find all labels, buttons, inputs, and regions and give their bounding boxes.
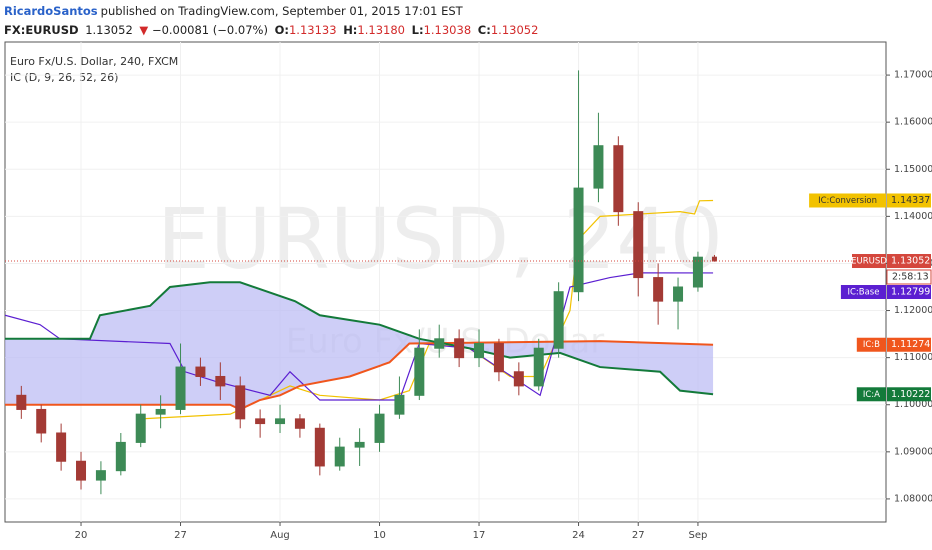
- ohlc-value: 1.13180: [357, 23, 405, 37]
- tag-value-box: [887, 285, 931, 300]
- candle-body: [553, 291, 564, 349]
- published: published on TradingView.com, September …: [100, 4, 463, 18]
- x-tick-label: 24: [572, 530, 585, 541]
- tag-value-box: [887, 337, 931, 352]
- candle-body: [414, 347, 425, 396]
- tag-name: IC:B: [863, 340, 880, 350]
- ohlc-prefix: C:: [477, 23, 491, 37]
- y-tick-label: 1.10000: [894, 399, 932, 410]
- candle-body: [115, 441, 126, 472]
- y-tick-label: 1.09000: [894, 446, 932, 457]
- x-tick-label: 27: [632, 530, 645, 541]
- chart-title: Euro Fx/U.S. Dollar, 240, FXCM: [10, 55, 178, 68]
- candle-body: [474, 343, 485, 359]
- candle-body: [36, 408, 47, 434]
- tag-name: IC:A: [863, 390, 880, 400]
- last-price: 1.13052: [85, 23, 133, 37]
- tag-value: 1.13052: [891, 256, 930, 267]
- y-tick-label: 1.16000: [894, 117, 932, 128]
- candle-body: [314, 427, 325, 467]
- tag-name-box: [856, 387, 886, 402]
- y-tick-label: 1.08000: [894, 493, 932, 504]
- candle-body: [513, 371, 524, 387]
- x-tick-label: 17: [473, 530, 486, 541]
- watermark: EURUSD, 240: [157, 190, 723, 288]
- candle-body: [255, 418, 266, 425]
- candle-body: [275, 418, 286, 425]
- candle-body: [294, 418, 305, 429]
- tag-value: 1.14337: [891, 195, 930, 206]
- tag-name: EURUSD: [851, 257, 887, 267]
- candle-body: [692, 256, 703, 288]
- candle-body: [633, 211, 644, 279]
- tag-name-box: [809, 193, 886, 208]
- change: −0.00081 (−0.07%): [151, 23, 268, 37]
- candle-body: [374, 413, 385, 443]
- candle-body: [673, 286, 684, 302]
- ohlc-value: 1.13052: [490, 23, 539, 37]
- symbol: FX:EURUSD: [4, 23, 79, 37]
- tag-value-box: [887, 254, 931, 269]
- tag-value: 1.10222: [891, 389, 930, 400]
- tag-value: 1.11274: [891, 339, 930, 350]
- candle-body: [135, 413, 146, 443]
- publisher[interactable]: RicardoSantos: [4, 4, 98, 18]
- candle-body: [533, 347, 544, 387]
- candle-body: [573, 187, 584, 293]
- candle-body: [235, 385, 246, 420]
- ohlc-prefix: L:: [411, 23, 424, 37]
- candle-body: [493, 343, 504, 373]
- y-tick-label: 1.11000: [894, 352, 932, 363]
- x-tick-label: 27: [174, 530, 187, 541]
- y-tick-label: 1.15000: [894, 164, 932, 175]
- ohlc-prefix: H:: [343, 23, 358, 37]
- indicator-line: [140, 199, 714, 420]
- indicator-label: IC (D, 9, 26, 52, 26): [10, 71, 118, 84]
- x-tick-label: Sep: [689, 530, 708, 541]
- candle-body: [454, 338, 465, 359]
- candle-body: [95, 470, 106, 481]
- tag-name-box: [856, 337, 886, 352]
- countdown-box: [886, 269, 932, 285]
- candle-body: [195, 366, 206, 377]
- candle-body: [593, 145, 604, 189]
- tag-value-box: [887, 387, 931, 402]
- candle-body: [653, 277, 664, 302]
- candle-body: [711, 256, 717, 262]
- y-tick-label: 1.12000: [894, 305, 932, 316]
- candle-body: [613, 145, 624, 213]
- candle-body: [354, 441, 365, 448]
- tag-name: IC:Base: [847, 288, 879, 298]
- candle-body: [334, 446, 345, 467]
- x-tick-label: 20: [75, 530, 88, 541]
- candle-body: [155, 408, 166, 415]
- indicator-line: [5, 281, 714, 396]
- candle-body: [175, 366, 186, 410]
- candle-body: [215, 375, 226, 387]
- symbol-bar: FX:EURUSD 1.13052 ▼ −0.00081 (−0.07%) O:…: [4, 23, 541, 37]
- y-tick-label: 1.17000: [894, 70, 932, 81]
- tag-value-box: [887, 193, 931, 208]
- x-tick-label: 10: [373, 530, 386, 541]
- candle-body: [394, 394, 405, 415]
- down-arrow: ▼: [139, 23, 149, 37]
- candle-body: [76, 460, 87, 481]
- ohlc-value: 1.13133: [288, 23, 337, 37]
- publish-bar: RicardoSantos published on TradingView.co…: [4, 4, 466, 18]
- x-tick-label: Aug: [270, 530, 290, 541]
- ohlc-prefix: O:: [274, 23, 289, 37]
- y-tick-label: 1.14000: [894, 211, 932, 222]
- candle-body: [16, 394, 27, 410]
- candle-body: [434, 338, 445, 349]
- candle-body: [56, 432, 67, 462]
- tag-name: IC:Conversion: [818, 196, 877, 206]
- tag-name-box: [840, 285, 886, 300]
- tag-name-box: [852, 254, 886, 269]
- countdown: 2:58:13: [892, 272, 929, 283]
- ohlc-value: 1.13038: [423, 23, 472, 37]
- plot: [5, 42, 886, 522]
- tag-value: 1.12799: [891, 287, 930, 298]
